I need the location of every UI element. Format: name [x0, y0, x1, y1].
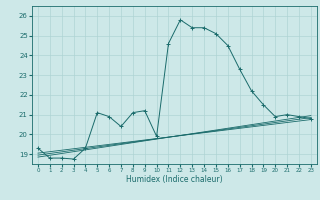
X-axis label: Humidex (Indice chaleur): Humidex (Indice chaleur)	[126, 175, 223, 184]
